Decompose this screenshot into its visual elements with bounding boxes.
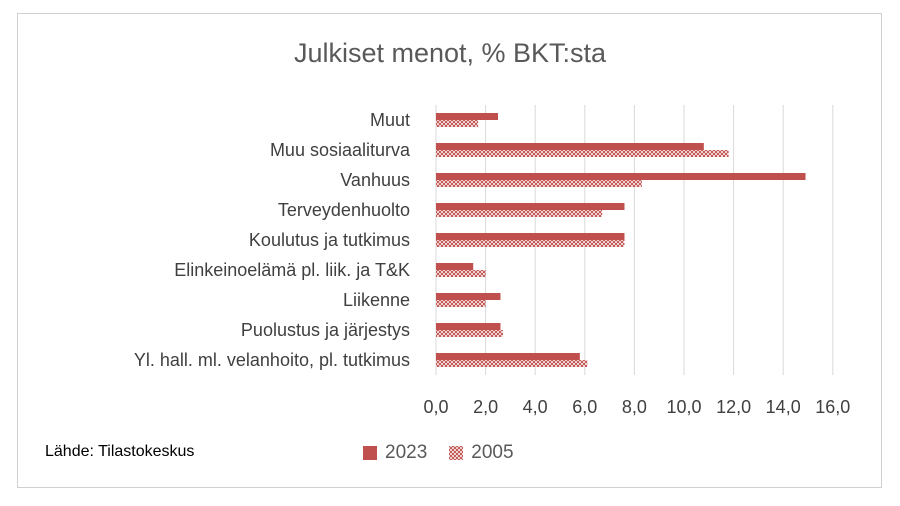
x-tick-label: 16,0 [815,397,850,417]
legend-label-2023: 2023 [385,442,428,463]
legend-swatch-solid [363,446,377,460]
bar-2005 [436,330,503,337]
category-label: Liikenne [343,290,410,310]
bar-2023 [436,263,474,270]
x-tick-label: 4,0 [523,397,548,417]
legend: 2023 2005 [363,442,536,464]
chart-frame [17,13,882,488]
category-label: Muut [370,110,410,130]
bar-2023 [436,173,806,180]
x-tick-label: 2,0 [473,397,498,417]
bar-2005 [436,300,486,307]
category-label: Yl. hall. ml. velanhoito, pl. tutkimus [134,350,410,370]
legend-item-2005: 2005 [449,442,514,464]
bar-2023 [436,353,580,360]
bar-2005 [436,180,642,187]
x-tick-label: 12,0 [716,397,751,417]
category-label: Elinkeinoelämä pl. liik. ja T&K [174,260,410,280]
legend-label-2005: 2005 [471,442,514,463]
x-tick-label: 14,0 [766,397,801,417]
bar-2023 [436,323,501,330]
chart-title: Julkiset menot, % BKT:sta [293,38,607,68]
bar-2005 [436,360,588,367]
source-note: Lähde: Tilastokeskus [45,443,195,460]
x-tick-label: 8,0 [622,397,647,417]
category-label: Koulutus ja tutkimus [249,230,410,250]
bar-2005 [436,210,603,217]
bar-2005 [436,120,479,127]
category-label: Terveydenhuolto [278,200,410,220]
x-tick-label: 10,0 [666,397,701,417]
x-tick-label: 0,0 [423,397,448,417]
bar-2023 [436,113,498,120]
bar-2005 [436,240,625,247]
bar-2023 [436,143,704,150]
category-label: Muu sosiaaliturva [270,140,411,160]
x-tick-label: 6,0 [572,397,597,417]
legend-item-2023: 2023 [363,442,427,464]
bar-2005 [436,270,486,277]
bar-2023 [436,293,501,300]
category-label: Puolustus ja järjestys [241,320,410,340]
legend-swatch-hatched [449,446,464,460]
bar-2023 [436,203,625,210]
bar-2005 [436,150,729,157]
bar-2023 [436,233,625,240]
category-label: Vanhuus [340,170,410,190]
